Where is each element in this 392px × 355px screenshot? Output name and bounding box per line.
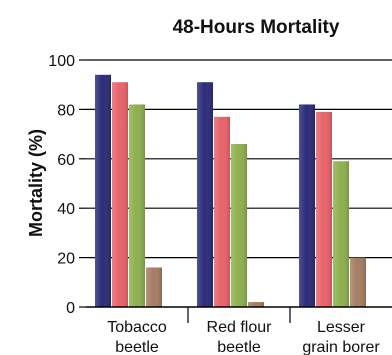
bars bbox=[95, 74, 366, 308]
bar-shading bbox=[112, 82, 128, 307]
y-tick-label: 60 bbox=[57, 152, 75, 169]
y-tick-label: 0 bbox=[66, 300, 75, 317]
bar bbox=[248, 302, 264, 307]
bar bbox=[146, 267, 162, 307]
bar bbox=[299, 104, 315, 308]
y-tick-label: 20 bbox=[57, 251, 75, 268]
bar bbox=[112, 82, 128, 307]
bar bbox=[231, 143, 247, 307]
category-label: beetle bbox=[217, 339, 261, 355]
y-axis-ticks: 0 20 40 60 80 100 bbox=[48, 53, 86, 317]
y-tick-label: 80 bbox=[57, 102, 75, 119]
bar-shading bbox=[299, 104, 315, 308]
category-label: Red flour bbox=[207, 319, 273, 336]
bar-shading bbox=[129, 104, 145, 308]
bar-shading bbox=[197, 82, 213, 307]
bar-shading bbox=[231, 143, 247, 307]
bar-shading bbox=[316, 111, 332, 308]
category-label: Tobacco bbox=[107, 319, 167, 336]
y-tick-label: 40 bbox=[57, 201, 75, 218]
bar bbox=[197, 82, 213, 307]
y-tick-label: 100 bbox=[48, 53, 75, 70]
bar-shading bbox=[248, 302, 264, 307]
y-axis-label: Mortality (%) bbox=[26, 129, 46, 237]
x-axis bbox=[86, 306, 392, 323]
bar bbox=[214, 116, 230, 307]
category-label: grain borer bbox=[302, 339, 380, 355]
bar-shading bbox=[333, 161, 349, 307]
bar bbox=[350, 257, 366, 307]
chart-title: 48-Hours Mortality bbox=[173, 17, 340, 38]
bar-shading bbox=[214, 116, 230, 307]
x-axis-categories: Tobacco beetle Red flour beetle Lesser grain … bbox=[107, 319, 380, 355]
bar bbox=[333, 161, 349, 307]
bar-shading bbox=[350, 257, 366, 307]
bar bbox=[316, 111, 332, 308]
bar bbox=[129, 104, 145, 308]
bar-shading bbox=[146, 267, 162, 307]
category-label: Lesser bbox=[317, 319, 366, 336]
bar-shading bbox=[95, 74, 111, 307]
bar bbox=[95, 74, 111, 307]
category-label: beetle bbox=[115, 339, 159, 355]
